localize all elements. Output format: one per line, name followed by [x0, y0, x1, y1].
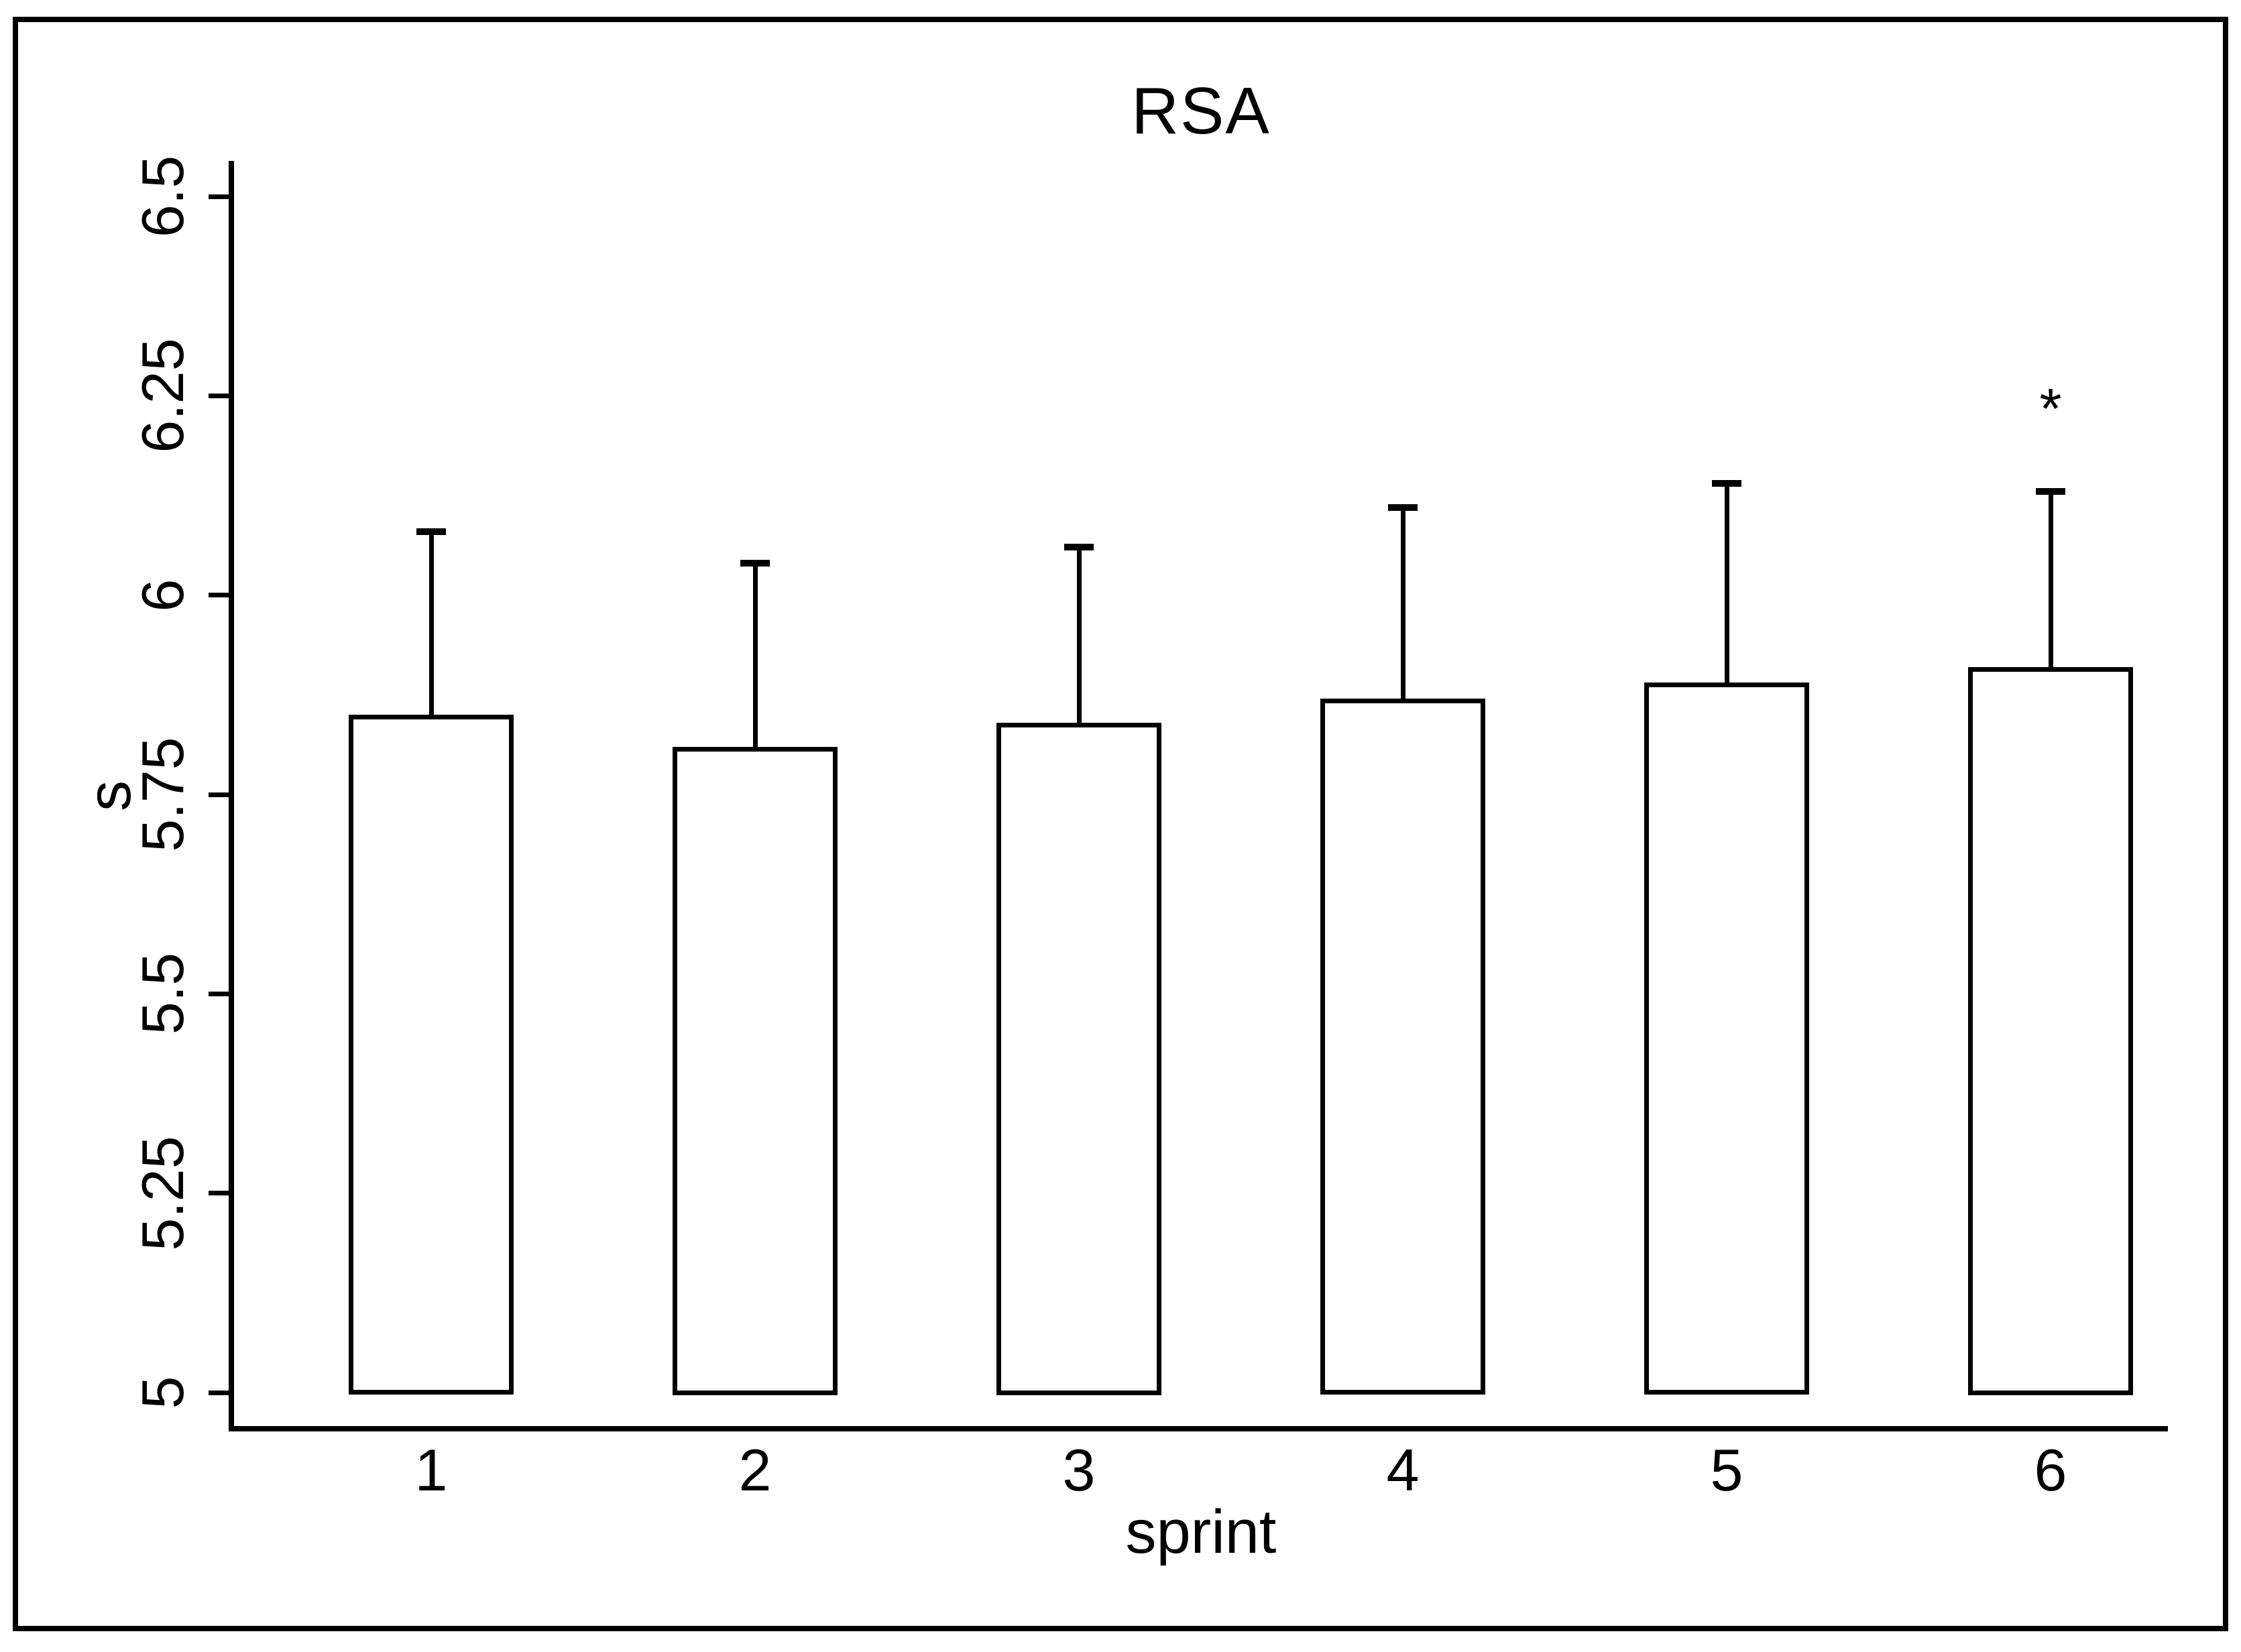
error-bar-cap: [2036, 488, 2065, 495]
y-tick-label: 6.25: [129, 338, 196, 453]
significance-asterisk: *: [2039, 377, 2062, 441]
y-tick-mark: [209, 792, 231, 797]
x-tick-label: 1: [414, 1437, 448, 1503]
error-bar-line: [1401, 508, 1405, 699]
error-bar-line: [429, 532, 434, 715]
y-tick-label: 6.5: [129, 155, 196, 238]
y-tick-mark: [209, 194, 231, 199]
bar: [996, 723, 1161, 1395]
y-tick-mark: [209, 593, 231, 597]
bar: [1968, 667, 2133, 1395]
error-bar-cap: [416, 528, 446, 535]
x-tick-label: 6: [2034, 1437, 2067, 1503]
y-axis-line: [229, 161, 234, 1431]
x-axis-title: sprint: [1125, 1498, 1277, 1566]
y-tick-label: 5.25: [129, 1136, 196, 1251]
bar: [349, 715, 514, 1395]
y-tick-label: 5: [129, 1376, 196, 1409]
y-tick-mark: [209, 394, 231, 398]
error-bar-line: [753, 563, 758, 747]
y-tick-label: 5.75: [129, 737, 196, 852]
y-tick-mark: [209, 1391, 231, 1395]
error-bar-line: [1077, 547, 1082, 723]
x-axis-line: [229, 1426, 2168, 1431]
chart-title: RSA: [1131, 74, 1271, 148]
error-bar-cap: [1712, 480, 1741, 487]
x-tick-label: 2: [738, 1437, 772, 1503]
y-tick-mark: [209, 1191, 231, 1195]
y-tick-label: 5.5: [129, 952, 196, 1035]
x-tick-label: 3: [1062, 1437, 1096, 1503]
error-bar-cap: [740, 560, 770, 567]
y-tick-label: 6: [129, 579, 196, 612]
bar: [1644, 683, 1809, 1395]
x-tick-label: 5: [1710, 1437, 1743, 1503]
error-bar-cap: [1388, 504, 1418, 511]
error-bar-line: [1725, 483, 1729, 683]
error-bar-line: [2049, 491, 2053, 667]
y-tick-mark: [209, 992, 231, 996]
bar: [673, 747, 838, 1395]
x-tick-label: 4: [1386, 1437, 1420, 1503]
bar: [1320, 699, 1485, 1395]
error-bar-cap: [1064, 544, 1094, 550]
